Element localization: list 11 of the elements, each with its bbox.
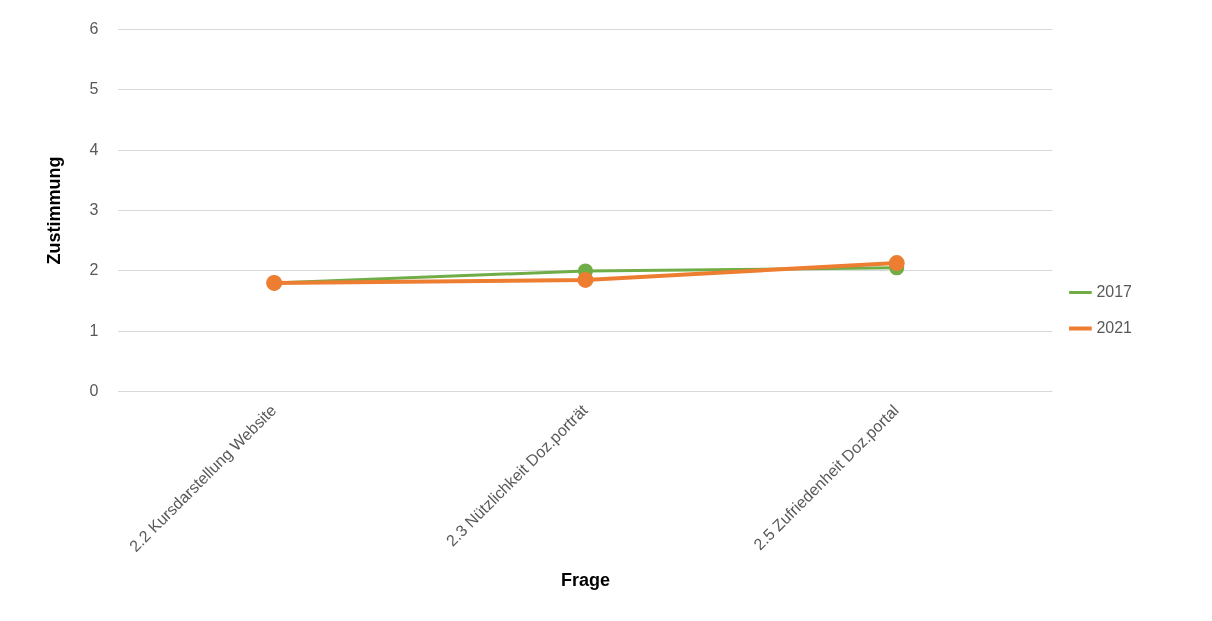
y-tick-label: 3 [89,200,99,218]
legend-label: 2017 [1096,282,1133,300]
y-tick-label: 1 [89,321,99,339]
y-tick-label: 5 [89,80,99,98]
y-axis-title: Zustimmung [43,156,64,265]
legend-label: 2021 [1096,318,1133,336]
y-tick-label: 2 [89,261,99,279]
y-tick-label: 4 [89,140,99,158]
y-tick-label: 0 [89,381,99,399]
y-tick-label: 6 [89,20,99,38]
x-axis-title: Frage [560,570,610,591]
